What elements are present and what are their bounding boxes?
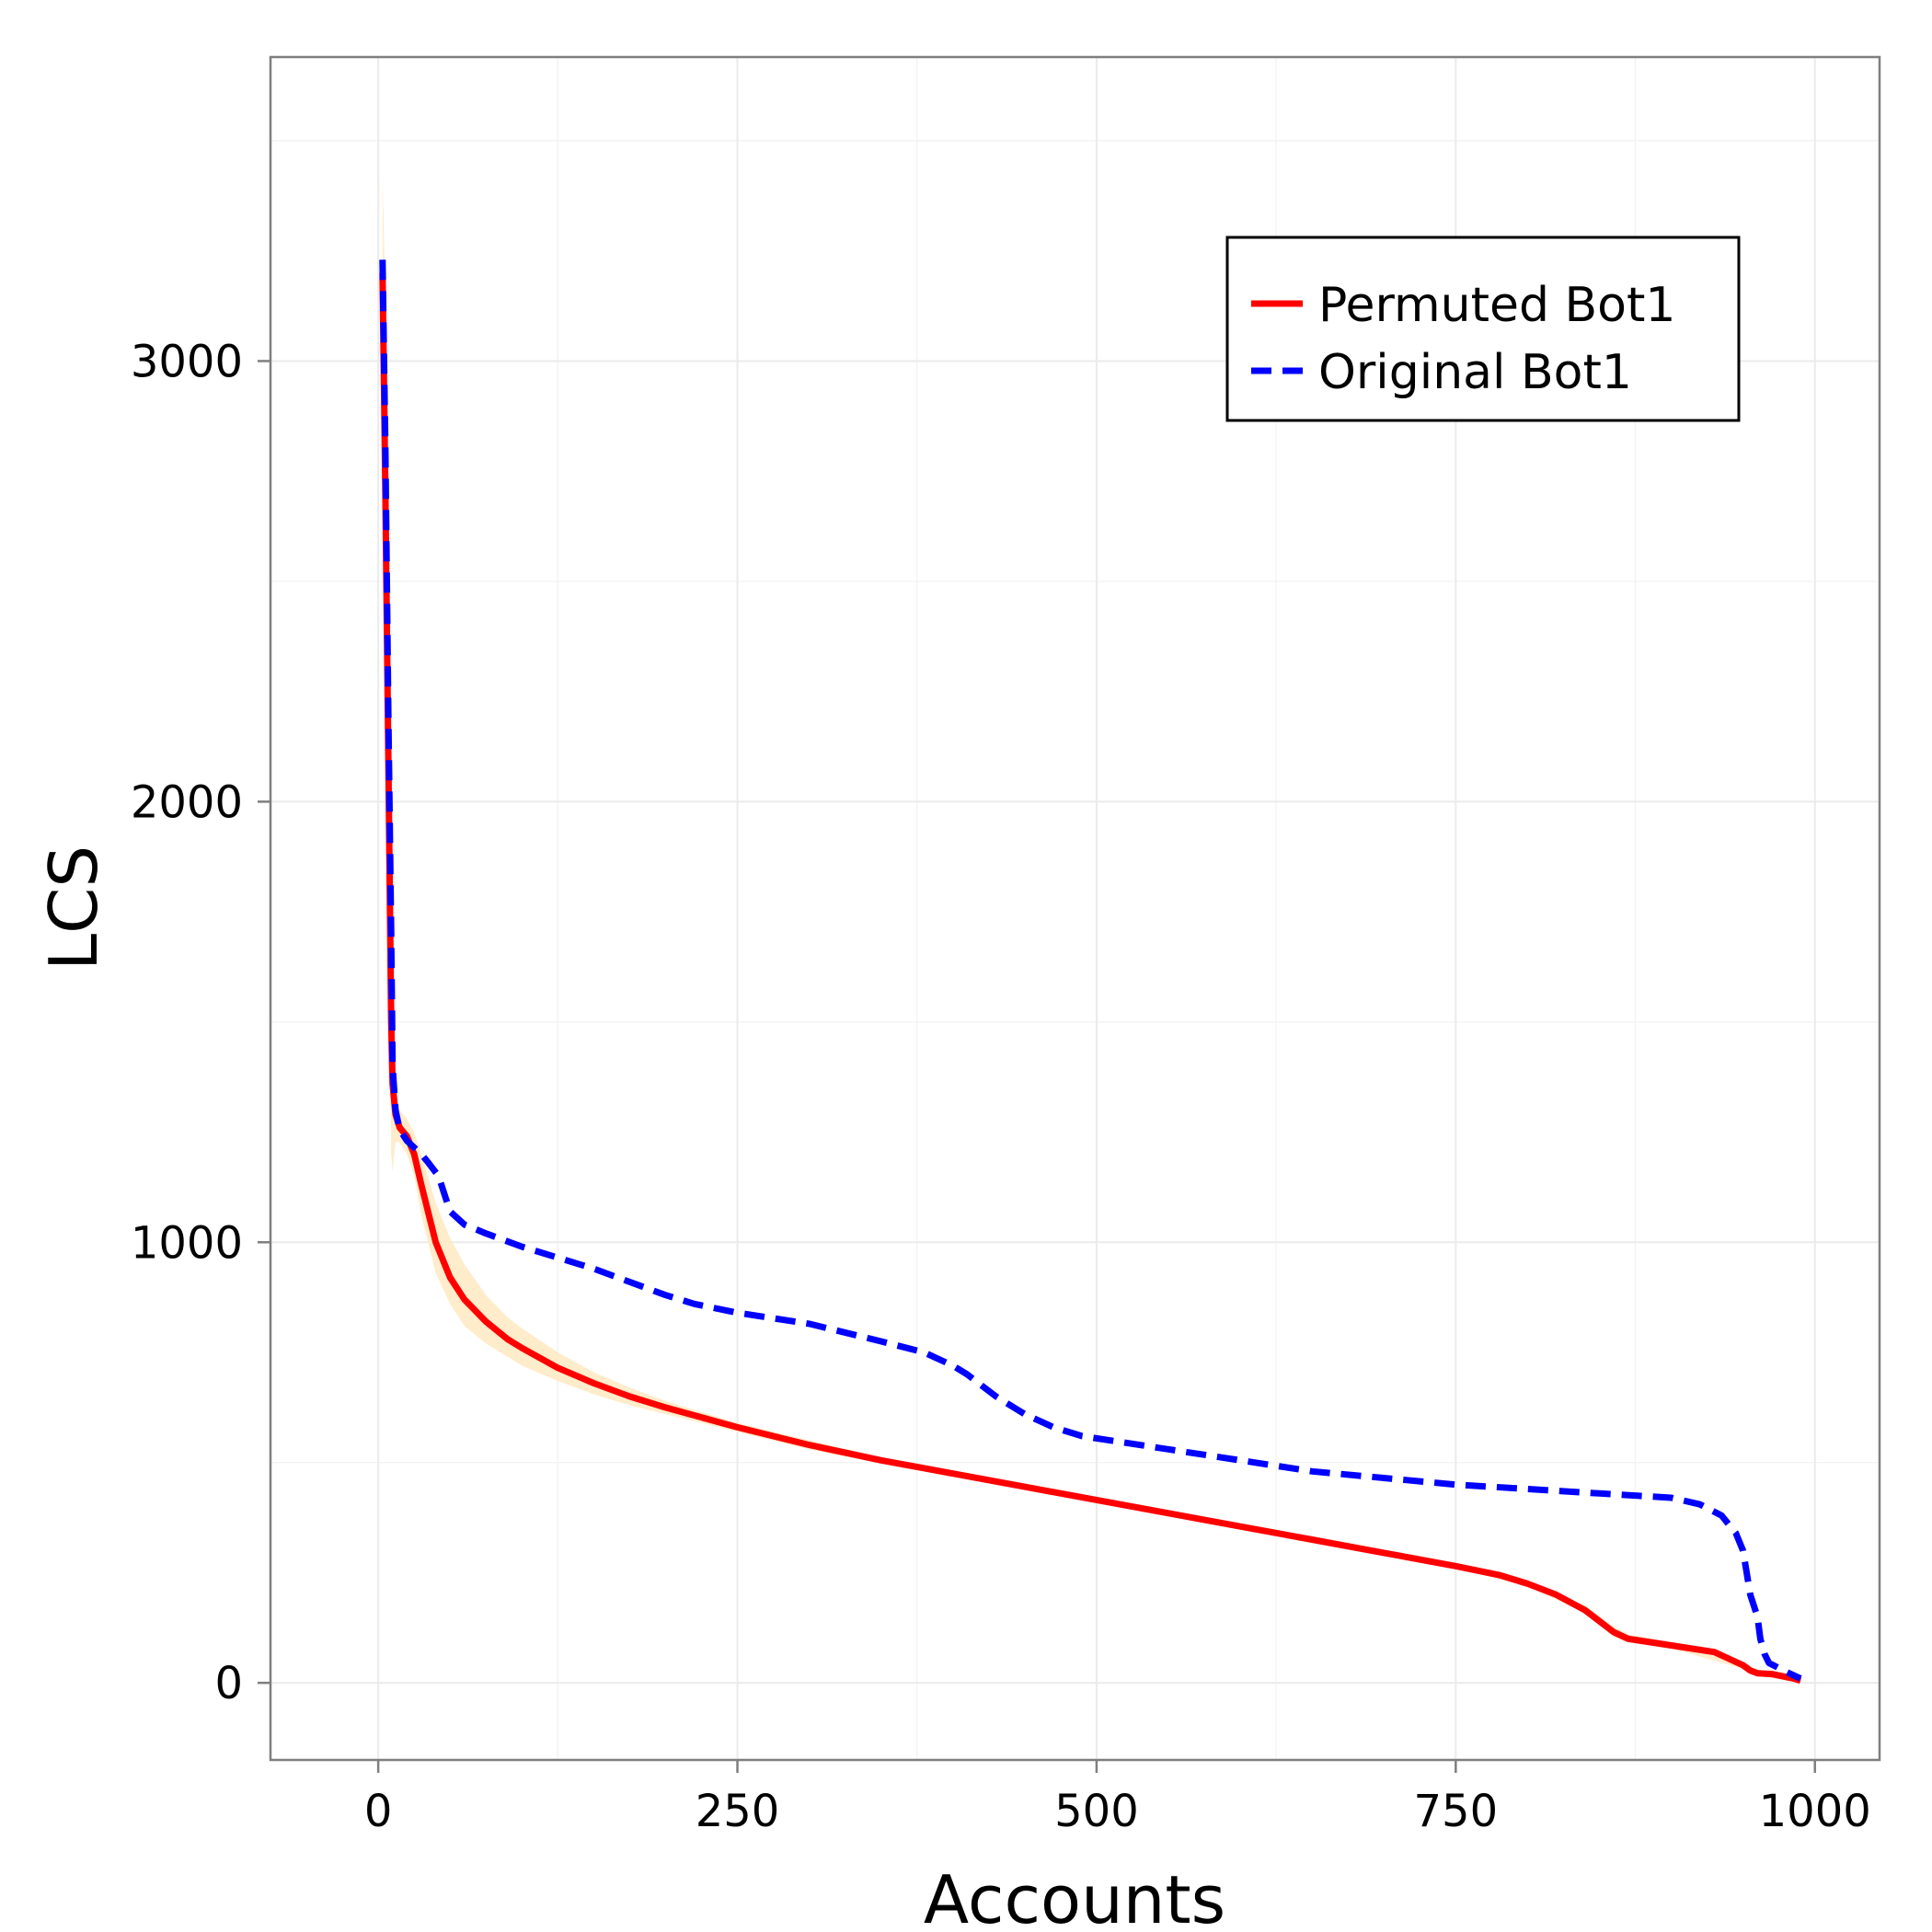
x-axis-title: Accounts bbox=[924, 1861, 1225, 1932]
y-axis: 0 1000 2000 3000 bbox=[131, 336, 270, 1709]
legend-label-permuted: Permuted Bot1 bbox=[1318, 278, 1675, 333]
y-tick-label: 1000 bbox=[131, 1217, 243, 1269]
x-tick-label: 500 bbox=[1054, 1786, 1139, 1837]
series-lines bbox=[379, 259, 1802, 1685]
x-tick-label: 1000 bbox=[1759, 1786, 1871, 1837]
series-line-original bbox=[379, 259, 1802, 1682]
x-tick-label: 0 bbox=[364, 1786, 393, 1837]
y-tick-label: 2000 bbox=[131, 776, 243, 828]
legend: Permuted Bot1 Original Bot1 bbox=[1225, 236, 1741, 422]
legend-label-original: Original Bot1 bbox=[1318, 345, 1632, 400]
y-tick-label: 3000 bbox=[131, 336, 243, 387]
y-tick-label: 0 bbox=[214, 1658, 243, 1709]
legend-box bbox=[1225, 236, 1741, 422]
x-tick-label: 250 bbox=[696, 1786, 780, 1837]
plot-border bbox=[269, 55, 1881, 1762]
y-axis-title: LCS bbox=[35, 845, 112, 971]
x-axis: 0 250 500 750 1000 bbox=[364, 1760, 1871, 1837]
x-tick-label: 750 bbox=[1414, 1786, 1499, 1837]
